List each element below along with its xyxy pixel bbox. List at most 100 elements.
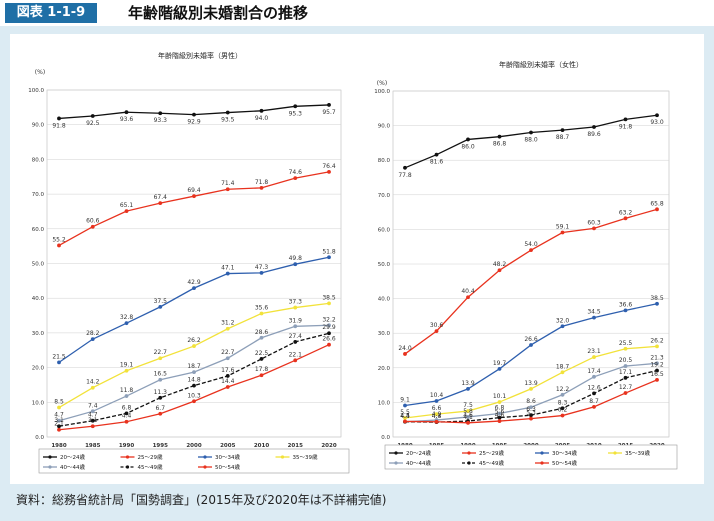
y-tick-label: 40.0 [378, 297, 391, 303]
data-label: 21.5 [52, 353, 66, 360]
data-point [529, 387, 533, 391]
data-point [124, 394, 129, 398]
data-point [592, 315, 596, 320]
data-point [57, 405, 61, 410]
data-label: 17.4 [587, 368, 601, 375]
data-point [225, 110, 230, 115]
data-point [560, 230, 565, 235]
data-point [327, 255, 331, 260]
data-label: 8.5 [54, 399, 64, 406]
data-point [192, 286, 196, 291]
data-point [158, 356, 163, 361]
data-point [529, 405, 533, 410]
data-label: 31.9 [289, 317, 303, 324]
legend-marker [125, 455, 130, 459]
data-label: 48.2 [493, 261, 507, 268]
data-point [497, 411, 502, 416]
data-label: 17.6 [221, 367, 235, 374]
chart-title: 年齢階級別未婚率（女性） [499, 60, 583, 69]
data-label: 4.7 [54, 412, 64, 419]
data-point [124, 321, 129, 326]
data-label: 4.4 [400, 413, 410, 420]
legend-marker [203, 465, 207, 469]
data-label: 14.8 [187, 377, 201, 384]
data-label: 17.8 [255, 366, 269, 373]
legend-label: 45～49歳 [138, 463, 163, 471]
data-point [90, 385, 95, 390]
data-label: 23.1 [587, 348, 601, 355]
legend-marker [467, 451, 471, 455]
data-point [124, 110, 129, 115]
data-point [434, 419, 439, 424]
data-point [158, 395, 163, 400]
data-point [497, 366, 502, 371]
data-label: 49.8 [289, 255, 303, 262]
data-label: 12.6 [587, 384, 601, 391]
legend-label: 30～34歳 [552, 449, 577, 457]
y-tick-label: 0.0 [381, 435, 390, 441]
data-point [434, 399, 439, 403]
figure-label: 図表 1-1-9 [5, 3, 97, 23]
data-point [158, 411, 163, 416]
data-label: 22.1 [289, 351, 303, 358]
data-label: 4.7 [88, 412, 98, 419]
data-point [192, 194, 196, 199]
data-label: 51.8 [322, 248, 336, 255]
data-point [655, 207, 659, 212]
y-tick-label: 10.0 [378, 400, 391, 406]
legend-label: 50～54歳 [552, 459, 577, 467]
y-tick-label: 10.0 [32, 400, 45, 406]
data-label: 4.4 [432, 413, 442, 420]
data-label: 6.3 [526, 406, 536, 413]
data-point [158, 304, 163, 309]
data-point [466, 387, 470, 391]
data-point [592, 355, 596, 359]
data-point [158, 377, 163, 382]
data-label: 26.6 [322, 336, 336, 343]
data-label: 28.6 [255, 329, 269, 336]
data-point [293, 358, 298, 363]
y-tick-label: 30.0 [378, 331, 391, 337]
data-point [560, 413, 565, 418]
data-label: 69.4 [187, 187, 201, 194]
data-point [623, 364, 628, 368]
data-point [293, 262, 298, 267]
data-point [327, 301, 331, 306]
data-label: 31.2 [221, 320, 235, 327]
x-tick-label: 2010 [254, 443, 269, 449]
data-label: 93.0 [650, 119, 664, 126]
legend-label: 30～34歳 [215, 453, 240, 461]
data-label: 95.7 [322, 109, 336, 116]
data-label: 93.5 [221, 117, 235, 124]
charts-panel: 年齢階級別未婚率（男性） (%) 0.0 10.0 20.0 30.0 40.0 50.0 60… [10, 34, 704, 484]
data-point [466, 409, 470, 413]
data-point [623, 117, 628, 122]
data-label: 19.1 [120, 362, 134, 369]
y-tick-label: 50.0 [32, 262, 45, 268]
data-point [529, 130, 533, 135]
data-label: 32.0 [556, 317, 570, 324]
data-point [623, 216, 628, 221]
data-label: 9.1 [400, 397, 410, 404]
data-label: 93.6 [120, 116, 134, 123]
data-label: 29.9 [322, 324, 336, 331]
data-point [124, 209, 129, 214]
data-point [293, 324, 298, 329]
data-point [259, 311, 264, 316]
legend-label: 25～29歳 [138, 453, 163, 461]
data-label: 11.3 [154, 389, 168, 396]
data-point [403, 419, 407, 424]
data-point [403, 165, 407, 170]
data-label: 4.4 [400, 413, 410, 420]
data-point [124, 368, 129, 373]
legend-label: 25～29歳 [479, 449, 504, 457]
data-label: 18.7 [187, 363, 201, 370]
data-point [623, 346, 628, 351]
data-point [623, 375, 628, 380]
data-label: 4.9 [432, 411, 442, 418]
data-point [90, 114, 95, 118]
data-label: 26.6 [524, 336, 538, 343]
data-label: 8.7 [589, 398, 599, 405]
data-point [57, 243, 61, 248]
data-label: 8.3 [558, 399, 568, 406]
